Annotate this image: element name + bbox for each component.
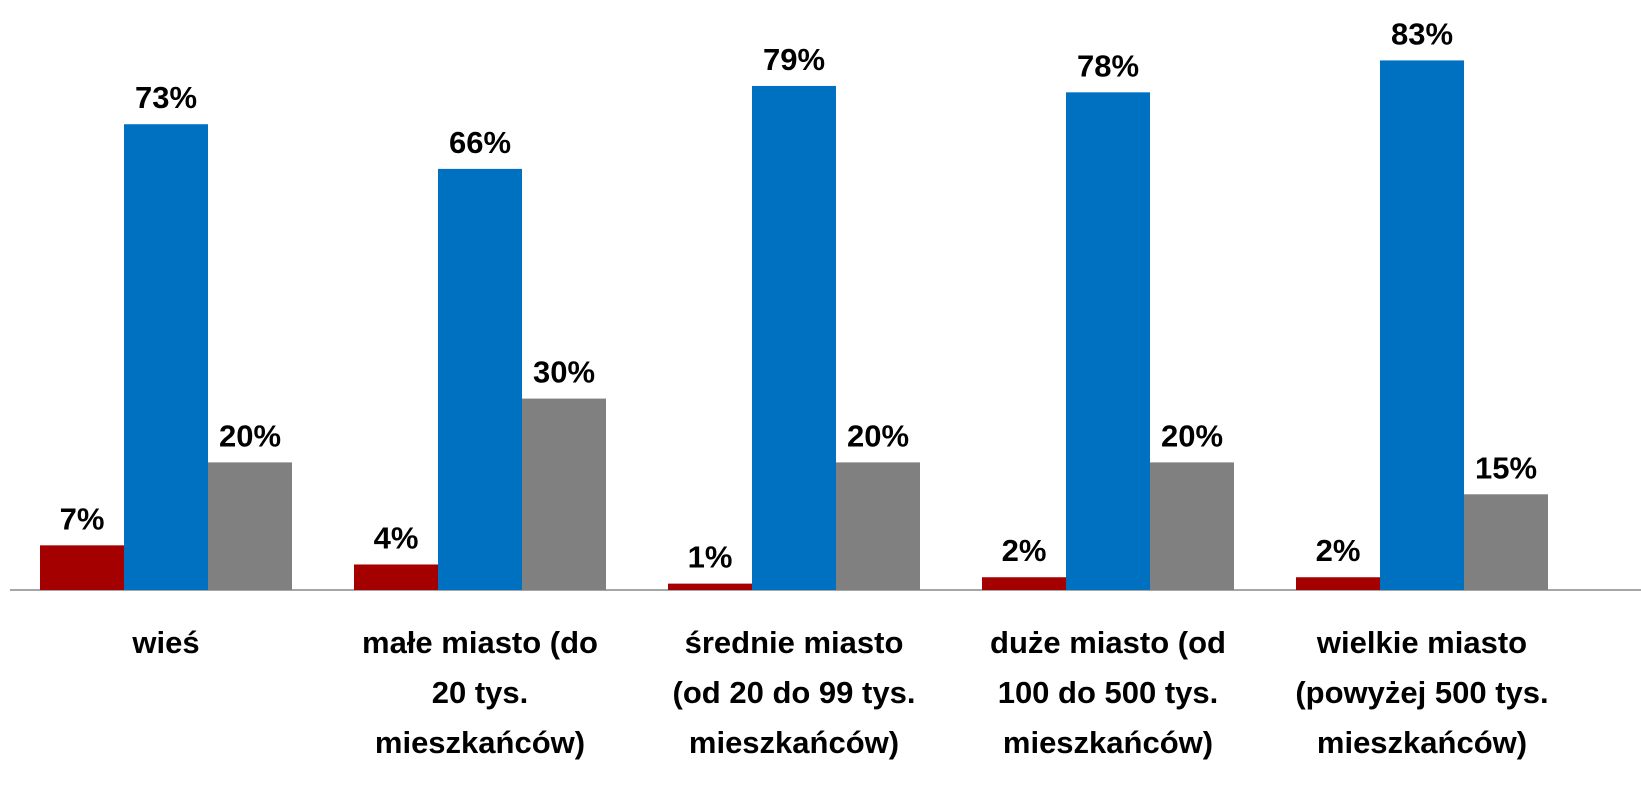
data-label: 79% — [763, 42, 825, 77]
data-label: 2% — [1002, 533, 1047, 568]
data-label: 83% — [1391, 16, 1453, 51]
data-label: 4% — [374, 520, 419, 555]
x-tick-label: małe miasto (do 20 tys. mieszkańców) — [362, 625, 598, 760]
data-label: 20% — [847, 418, 909, 453]
data-label: 30% — [533, 355, 595, 390]
bar — [836, 462, 920, 590]
bar — [982, 577, 1066, 590]
bar — [752, 85, 836, 591]
data-label: 66% — [449, 125, 511, 160]
data-label: 73% — [135, 80, 197, 115]
bar — [1296, 577, 1380, 590]
data-label: 2% — [1316, 533, 1361, 568]
x-tick-label: wieś — [132, 625, 200, 660]
data-label: 15% — [1475, 450, 1537, 485]
data-label: 1% — [688, 540, 733, 575]
data-label: 20% — [1161, 418, 1223, 453]
bar — [1464, 494, 1548, 590]
data-label: 78% — [1077, 48, 1139, 83]
x-tick-label: wielkie miasto (powyżej 500 tys. mieszka… — [1295, 625, 1549, 760]
bar — [522, 398, 606, 590]
x-tick-label: duże miasto (od 100 do 500 tys. mieszkań… — [990, 625, 1226, 760]
bar — [1066, 92, 1150, 591]
bar — [208, 462, 292, 590]
bar — [1380, 60, 1464, 591]
bar — [668, 583, 752, 590]
bar — [124, 124, 208, 590]
bar — [438, 168, 522, 591]
data-label: 20% — [219, 418, 281, 453]
bar — [1150, 462, 1234, 590]
bar — [354, 564, 438, 590]
x-tick-label: średnie miasto (od 20 do 99 tys. mieszka… — [672, 625, 916, 760]
bar — [40, 545, 124, 590]
data-label: 7% — [60, 501, 105, 536]
